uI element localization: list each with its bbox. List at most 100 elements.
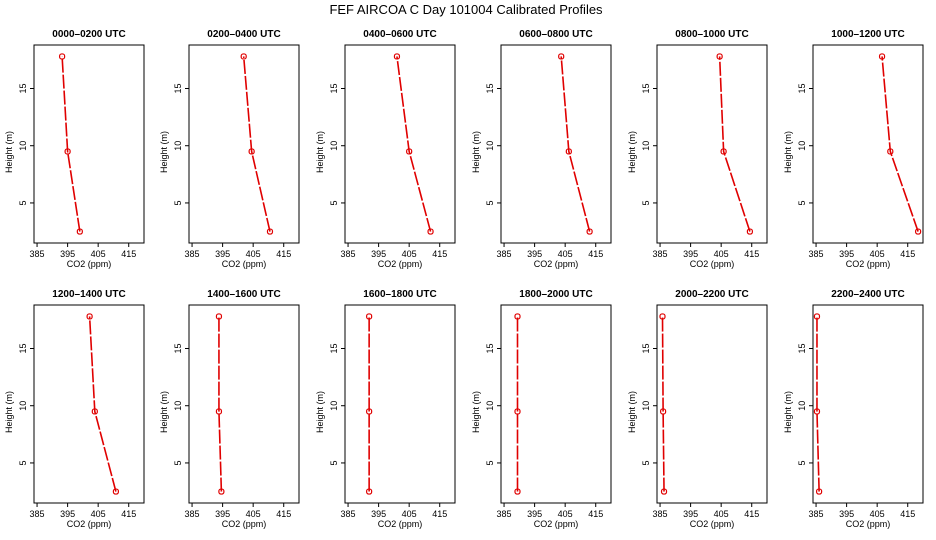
x-tick-label: 405 bbox=[402, 509, 417, 519]
data-point bbox=[406, 148, 413, 155]
profile-line bbox=[61, 56, 81, 232]
y-tick-label: 5 bbox=[797, 200, 807, 205]
data-point bbox=[813, 408, 821, 415]
x-tick-label: 415 bbox=[432, 509, 447, 519]
data-point bbox=[558, 53, 565, 60]
y-tick-label: 10 bbox=[797, 141, 807, 151]
x-tick-label: 385 bbox=[809, 509, 824, 519]
x-tick-label: 415 bbox=[588, 249, 603, 259]
panel-11: 2000–2200 UTC 385 395 405 415 CO2 (ppm) 5 10 15 H… bbox=[627, 289, 768, 529]
y-tick-label: 10 bbox=[485, 401, 495, 411]
y-tick-label: 15 bbox=[797, 83, 807, 93]
y-tick-label: 10 bbox=[173, 401, 183, 411]
y-axis-label: Height (m) bbox=[627, 391, 637, 433]
data-point bbox=[215, 408, 223, 415]
x-tick-label: 415 bbox=[276, 509, 291, 519]
x-tick-label: 385 bbox=[30, 249, 45, 259]
y-tick-label: 5 bbox=[641, 200, 651, 205]
plot-frame bbox=[33, 304, 145, 504]
panel-title: 2000–2200 UTC bbox=[675, 289, 748, 300]
x-tick-label: 385 bbox=[185, 509, 200, 519]
data-point bbox=[240, 53, 247, 60]
x-tick-label: 385 bbox=[653, 249, 668, 259]
y-tick-label: 15 bbox=[329, 343, 339, 353]
x-tick-label: 395 bbox=[839, 509, 854, 519]
profile-line bbox=[816, 316, 820, 492]
x-tick-label: 395 bbox=[371, 249, 386, 259]
panel-2: 0200–0400 UTC 385 395 405 415 CO2 (ppm) 5 10 15 H… bbox=[159, 29, 300, 269]
y-axis-label: Height (m) bbox=[315, 391, 325, 433]
x-tick-label: 405 bbox=[91, 509, 106, 519]
x-tick-label: 415 bbox=[121, 509, 136, 519]
plot-frame bbox=[812, 304, 924, 504]
data-point bbox=[59, 53, 66, 60]
y-tick-label: 15 bbox=[173, 343, 183, 353]
panel-5: 0800–1000 UTC 385 395 405 415 CO2 (ppm) 5 10 15 H… bbox=[627, 29, 768, 269]
y-tick-label: 5 bbox=[329, 200, 339, 205]
x-axis-label: CO2 (ppm) bbox=[378, 259, 423, 269]
x-tick-label: 395 bbox=[839, 249, 854, 259]
panel-6: 1000–1200 UTC 385 395 405 415 CO2 (ppm) 5 10 15 H… bbox=[783, 29, 924, 269]
panel-9: 1600–1800 UTC 385 395 405 415 CO2 (ppm) 5 10 15 H… bbox=[315, 289, 456, 529]
y-tick-label: 5 bbox=[329, 460, 339, 465]
y-tick-label: 5 bbox=[641, 460, 651, 465]
panel-1: 0000–0200 UTC 385 395 405 415 CO2 (ppm) 5 10 15 H… bbox=[4, 29, 145, 269]
y-tick-label: 5 bbox=[173, 460, 183, 465]
data-point bbox=[366, 313, 373, 320]
data-point bbox=[393, 53, 401, 60]
y-tick-label: 5 bbox=[173, 200, 183, 205]
y-axis-label: Height (m) bbox=[4, 131, 14, 173]
data-point bbox=[716, 53, 723, 60]
x-tick-label: 385 bbox=[653, 509, 668, 519]
y-tick-label: 15 bbox=[797, 343, 807, 353]
profile-line bbox=[242, 56, 271, 232]
data-point bbox=[660, 488, 668, 495]
x-axis-label: CO2 (ppm) bbox=[534, 259, 579, 269]
y-tick-label: 10 bbox=[641, 401, 651, 411]
y-tick-label: 10 bbox=[329, 401, 339, 411]
y-tick-label: 15 bbox=[18, 343, 28, 353]
x-tick-label: 395 bbox=[683, 249, 698, 259]
profile-line bbox=[661, 316, 665, 492]
y-tick-label: 10 bbox=[173, 141, 183, 151]
y-tick-label: 10 bbox=[18, 141, 28, 151]
y-tick-label: 5 bbox=[18, 460, 28, 465]
x-tick-label: 395 bbox=[527, 249, 542, 259]
x-tick-label: 385 bbox=[341, 509, 356, 519]
x-tick-label: 405 bbox=[246, 249, 261, 259]
y-tick-label: 15 bbox=[485, 83, 495, 93]
panel-title: 1600–1800 UTC bbox=[363, 289, 436, 300]
x-tick-label: 405 bbox=[91, 249, 106, 259]
profile-line bbox=[218, 316, 223, 492]
x-tick-label: 395 bbox=[60, 509, 75, 519]
panel-12: 2200–2400 UTC 385 395 405 415 CO2 (ppm) 5 10 15 H… bbox=[783, 289, 924, 529]
x-tick-label: 415 bbox=[432, 249, 447, 259]
data-point bbox=[218, 488, 225, 495]
y-axis-label: Height (m) bbox=[159, 131, 169, 173]
y-tick-label: 15 bbox=[18, 83, 28, 93]
panel-title: 1000–1200 UTC bbox=[831, 29, 904, 40]
y-tick-label: 10 bbox=[18, 401, 28, 411]
y-tick-label: 10 bbox=[485, 141, 495, 151]
data-point bbox=[565, 148, 572, 155]
x-tick-label: 415 bbox=[276, 249, 291, 259]
profile-line bbox=[88, 316, 117, 492]
x-tick-label: 405 bbox=[558, 509, 573, 519]
x-tick-label: 385 bbox=[341, 249, 356, 259]
x-tick-label: 415 bbox=[900, 509, 915, 519]
x-axis-label: CO2 (ppm) bbox=[846, 519, 891, 529]
x-tick-label: 395 bbox=[215, 249, 230, 259]
y-tick-label: 15 bbox=[641, 83, 651, 93]
y-tick-label: 15 bbox=[173, 83, 183, 93]
x-axis-label: CO2 (ppm) bbox=[222, 259, 267, 269]
x-tick-label: 405 bbox=[870, 509, 885, 519]
plot-frame bbox=[188, 44, 300, 244]
y-axis-label: Height (m) bbox=[471, 391, 481, 433]
panel-3: 0400–0600 UTC 385 395 405 415 CO2 (ppm) 5 10 15 H… bbox=[315, 29, 456, 269]
data-point bbox=[813, 313, 821, 320]
data-point bbox=[720, 148, 727, 155]
y-axis-label: Height (m) bbox=[783, 391, 793, 433]
data-point bbox=[266, 228, 274, 235]
y-tick-label: 15 bbox=[485, 343, 495, 353]
x-tick-label: 395 bbox=[683, 509, 698, 519]
